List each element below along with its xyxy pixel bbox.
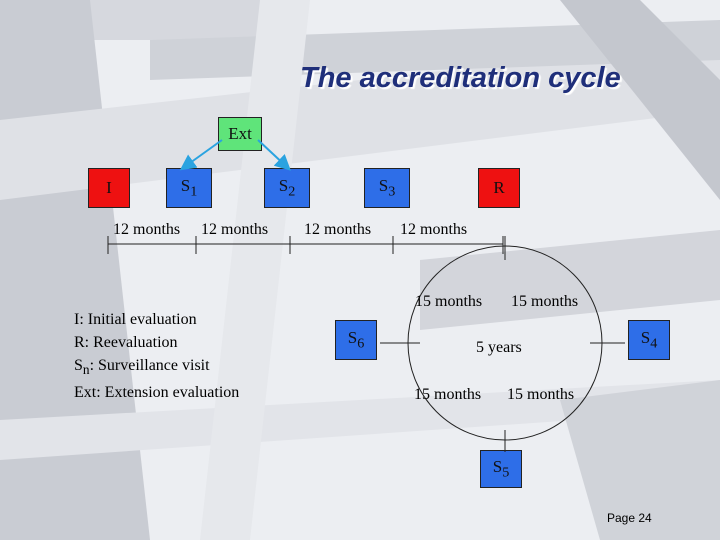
timeline-label-2: 12 months	[201, 221, 269, 238]
circle-label-top-right: 15 months	[511, 293, 579, 310]
s4-box: S4	[628, 320, 670, 360]
s3-label: S3	[378, 175, 396, 200]
timeline-label-3: 12 months	[304, 221, 372, 238]
circle-label-bottom-right: 15 months	[507, 386, 575, 403]
s6-label: S6	[347, 327, 365, 352]
ext-label: Ext	[228, 124, 252, 143]
timeline-label-1: 12 months	[113, 221, 181, 238]
legend-item-initial: I: Initial evaluation	[74, 311, 197, 328]
legend: I: Initial evaluation R: Reevaluation Sn…	[74, 308, 239, 404]
reevaluation-label: R	[493, 178, 505, 197]
s5-box: S5	[480, 450, 522, 488]
s6-box: S6	[335, 320, 377, 360]
arrow-ext-to-s2	[257, 139, 291, 171]
page-title: The accreditation cycle	[300, 62, 621, 94]
legend-item-reevaluation: R: Reevaluation	[74, 334, 178, 351]
s3-box: S3	[364, 168, 410, 208]
circle-center-label: 5 years	[476, 339, 522, 356]
page-number: Page 24	[607, 511, 652, 525]
arrow-ext-to-s1	[179, 139, 223, 171]
circle-label-bottom-left: 15 months	[414, 386, 482, 403]
s2-box: S2	[264, 168, 310, 208]
circle-label-top-left: 15 months	[415, 293, 483, 310]
s4-label: S4	[640, 327, 658, 352]
s1-box: S1	[166, 168, 212, 208]
ext-box: Ext	[218, 117, 262, 151]
s1-label: S1	[180, 175, 198, 200]
reevaluation-box: R	[478, 168, 520, 208]
timeline-label-4: 12 months	[400, 221, 468, 238]
initial-box: I	[88, 168, 130, 208]
initial-label: I	[106, 178, 112, 197]
legend-item-surveillance: Sn: Surveillance visit	[74, 357, 210, 378]
s5-label: S5	[492, 456, 510, 481]
s2-label: S2	[278, 175, 296, 200]
legend-item-extension: Ext: Extension evaluation	[74, 384, 240, 402]
